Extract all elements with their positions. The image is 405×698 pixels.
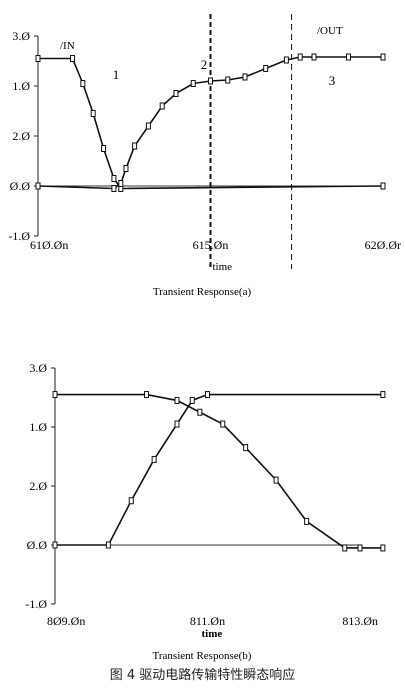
data-point [243, 444, 249, 452]
data-point [205, 391, 210, 399]
data-point [123, 165, 129, 172]
data-point [101, 145, 107, 152]
y-tick-label: 3.Ø [29, 361, 47, 375]
y-tick-label: Ø.Ø [10, 179, 31, 193]
data-point [144, 391, 149, 399]
data-point [304, 517, 310, 525]
x-tick-label: 615.Øn [193, 238, 229, 252]
data-point [174, 396, 180, 404]
data-point [145, 122, 151, 130]
chart-title: Transient Response(b) [153, 650, 252, 662]
data-point [174, 420, 180, 428]
y-tick-label: -1.Ø [25, 597, 47, 611]
y-tick-label: -1.Ø [8, 229, 30, 243]
data-point [346, 53, 351, 61]
data-point [273, 476, 279, 484]
data-point [380, 182, 386, 190]
data-point [283, 56, 289, 64]
data-point [173, 90, 179, 97]
data-point [159, 102, 165, 110]
y-tick-label: 1.Ø [12, 79, 30, 93]
data-point [263, 65, 269, 72]
data-point [70, 55, 75, 62]
data-point [197, 408, 203, 416]
data-point [132, 142, 138, 150]
data-point [111, 175, 117, 182]
data-point [380, 53, 386, 61]
x-tick-label: 8Ø9.Øn [47, 614, 85, 628]
data-point [208, 77, 213, 85]
data-point [35, 182, 41, 190]
x-axis-label: time [213, 261, 233, 273]
y-tick-label: 3.Ø [12, 29, 30, 43]
y-tick-label: 1.Ø [29, 420, 47, 434]
data-point [225, 76, 231, 84]
data-point [80, 80, 86, 87]
data-point [220, 420, 226, 428]
y-tick-label: 2.Ø [12, 129, 30, 143]
data-point [297, 53, 303, 61]
series-line [55, 393, 383, 549]
region-label: 1 [113, 67, 120, 82]
region-label: 3 [329, 73, 336, 88]
data-point [105, 541, 111, 549]
data-point [189, 396, 195, 404]
y-tick-label: 2.Ø [29, 479, 47, 493]
x-tick-label: 61Ø.Øn [30, 238, 68, 252]
figure-caption: 图 4 驱动电路传输特性瞬态响应 [109, 668, 296, 683]
y-tick-label: Ø.Ø [27, 538, 48, 552]
data-point [35, 55, 41, 62]
series-label: /IN [60, 40, 75, 52]
data-point [311, 53, 317, 61]
data-point [90, 110, 96, 117]
data-point [111, 185, 117, 192]
data-point [52, 541, 58, 549]
data-point [357, 544, 363, 552]
x-tick-label: 811.Øn [190, 614, 225, 628]
data-point [118, 180, 124, 187]
data-point [52, 391, 58, 399]
x-tick-label: 62Ø.Ør [365, 238, 401, 252]
series-line [55, 393, 383, 546]
data-point [151, 455, 157, 463]
data-point [242, 73, 248, 81]
x-axis-label: time [202, 628, 223, 640]
region-label: 2 [201, 57, 208, 72]
data-point [128, 497, 134, 505]
x-tick-label: 813.Øn [342, 614, 378, 628]
data-point [380, 391, 386, 399]
data-point [190, 80, 196, 87]
data-point [380, 544, 386, 552]
series-label: /OUT [317, 25, 343, 37]
data-point [342, 544, 348, 552]
chart-title: Transient Response(a) [153, 286, 252, 298]
